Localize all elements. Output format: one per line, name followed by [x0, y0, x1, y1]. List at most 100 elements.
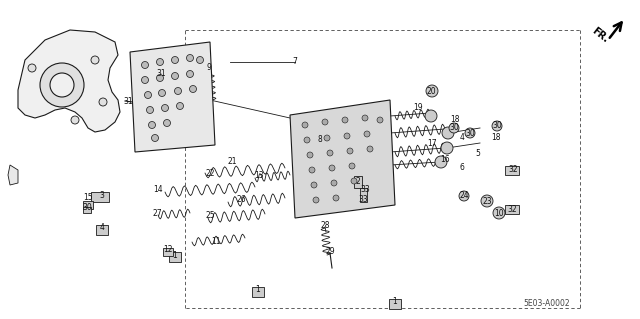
Polygon shape [290, 100, 395, 218]
Text: 4: 4 [100, 224, 104, 233]
Text: 33: 33 [360, 186, 370, 195]
Circle shape [377, 117, 383, 123]
Text: 23: 23 [482, 197, 492, 205]
Circle shape [327, 150, 333, 156]
Text: 21: 21 [227, 158, 237, 167]
Circle shape [441, 142, 453, 154]
Text: 5E03-A0002: 5E03-A0002 [524, 299, 570, 308]
Text: 30: 30 [465, 129, 475, 137]
Circle shape [307, 152, 313, 158]
Circle shape [186, 70, 193, 78]
Text: 30: 30 [449, 123, 459, 132]
Circle shape [186, 55, 193, 62]
Text: 18: 18 [492, 132, 500, 142]
Circle shape [309, 167, 315, 173]
Circle shape [344, 133, 350, 139]
Text: 32: 32 [508, 166, 518, 174]
Text: 9: 9 [207, 63, 211, 71]
Text: FR.: FR. [590, 26, 610, 44]
Text: 1: 1 [173, 250, 177, 259]
Circle shape [324, 135, 330, 141]
Circle shape [28, 64, 36, 72]
Circle shape [50, 73, 74, 97]
Circle shape [145, 92, 152, 99]
Circle shape [91, 56, 99, 64]
Circle shape [189, 85, 196, 93]
Text: 1: 1 [255, 286, 260, 294]
Text: 5: 5 [476, 149, 481, 158]
Circle shape [481, 195, 493, 207]
Circle shape [465, 128, 475, 138]
Circle shape [157, 75, 163, 81]
Circle shape [172, 56, 179, 63]
Circle shape [163, 120, 170, 127]
Circle shape [40, 63, 84, 107]
Polygon shape [354, 176, 362, 188]
Polygon shape [96, 225, 108, 235]
Circle shape [329, 165, 335, 171]
Circle shape [141, 77, 148, 84]
Text: 11: 11 [211, 238, 221, 247]
Polygon shape [360, 188, 367, 202]
Text: 30: 30 [82, 203, 92, 211]
Text: 26: 26 [236, 196, 246, 204]
Circle shape [304, 137, 310, 143]
Polygon shape [8, 165, 18, 185]
Circle shape [161, 105, 168, 112]
Circle shape [196, 56, 204, 63]
Polygon shape [505, 166, 519, 174]
Circle shape [152, 135, 159, 142]
Text: 31: 31 [156, 70, 166, 78]
Text: 10: 10 [494, 209, 504, 218]
Text: 28: 28 [320, 220, 330, 229]
Circle shape [333, 195, 339, 201]
Circle shape [322, 119, 328, 125]
Text: 6: 6 [460, 162, 465, 172]
Text: 30: 30 [492, 122, 502, 130]
Circle shape [351, 178, 357, 184]
Text: 32: 32 [507, 204, 517, 213]
Text: 16: 16 [440, 155, 450, 165]
Text: 33: 33 [358, 195, 368, 204]
Circle shape [493, 207, 505, 219]
Circle shape [426, 85, 438, 97]
Text: 24: 24 [459, 191, 469, 201]
Polygon shape [252, 287, 264, 297]
Circle shape [349, 163, 355, 169]
Circle shape [157, 58, 163, 65]
Text: 31: 31 [123, 97, 133, 106]
Text: 25: 25 [205, 211, 215, 219]
Circle shape [302, 122, 308, 128]
Circle shape [435, 156, 447, 168]
Text: 1: 1 [392, 298, 397, 307]
Text: 13: 13 [254, 170, 264, 180]
Circle shape [459, 191, 469, 201]
Circle shape [331, 180, 337, 186]
Text: 19: 19 [413, 103, 423, 113]
Circle shape [342, 117, 348, 123]
Text: 4: 4 [460, 133, 465, 143]
Text: 14: 14 [153, 186, 163, 195]
Circle shape [141, 62, 148, 69]
Polygon shape [83, 207, 91, 213]
Circle shape [175, 87, 182, 94]
Text: 2: 2 [356, 177, 360, 187]
Circle shape [147, 107, 154, 114]
Text: 29: 29 [325, 248, 335, 256]
Circle shape [449, 123, 459, 133]
Circle shape [311, 182, 317, 188]
Circle shape [367, 146, 373, 152]
Circle shape [362, 115, 368, 121]
Polygon shape [18, 30, 120, 132]
Text: 20: 20 [426, 86, 436, 95]
Text: 12: 12 [163, 244, 173, 254]
Polygon shape [130, 42, 215, 152]
Text: 3: 3 [100, 190, 104, 199]
Circle shape [425, 110, 437, 122]
Polygon shape [163, 248, 173, 256]
Text: 22: 22 [205, 168, 215, 177]
Text: 18: 18 [451, 115, 460, 124]
Circle shape [177, 102, 184, 109]
Circle shape [99, 98, 107, 106]
Text: 17: 17 [427, 139, 437, 149]
